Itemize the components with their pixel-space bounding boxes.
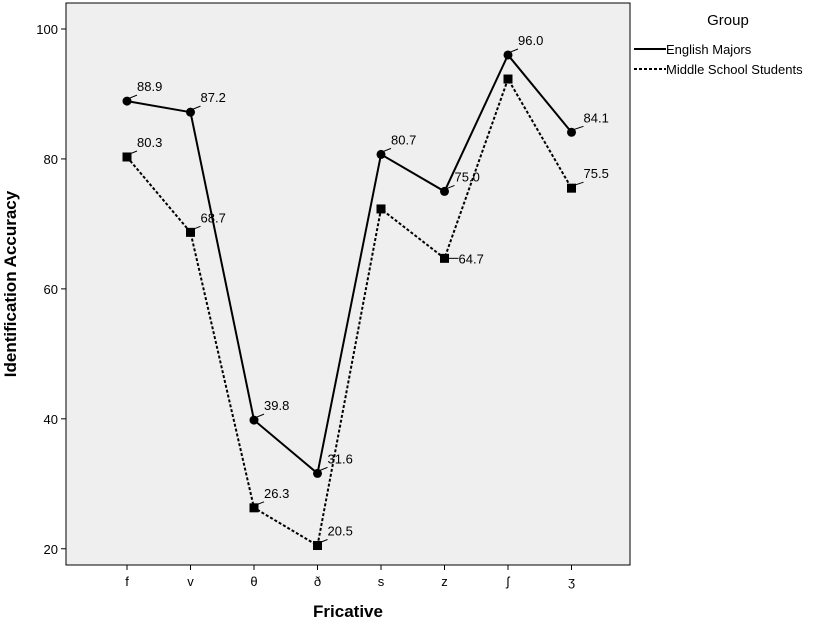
y-tick-label: 100 (36, 22, 58, 37)
data-label: 87.2 (201, 90, 226, 105)
data-point (122, 152, 132, 162)
data-label: 96.0 (518, 33, 543, 48)
legend-title: Group (707, 12, 749, 29)
data-point (567, 183, 576, 193)
x-tick-label: ʃ (506, 574, 511, 589)
data-label: 84.1 (584, 110, 609, 125)
y-tick-label: 40 (44, 412, 58, 427)
label-leader (571, 181, 584, 187)
legend: Group English Majors Middle School Stude… (634, 12, 803, 77)
label-leader (380, 147, 392, 153)
data-label: 80.3 (137, 135, 162, 150)
label-leader (126, 94, 138, 100)
series-line-middle-school-students (126, 76, 573, 548)
label-leader (571, 125, 584, 131)
x-tick-label: ʒ (568, 574, 575, 589)
label-leader (444, 184, 455, 190)
label-leader (253, 501, 265, 507)
data-point (503, 74, 513, 84)
x-tick-label: θ (250, 574, 257, 589)
y-tick-label: 80 (44, 152, 58, 167)
y-axis: 20 40 60 80 100 (36, 22, 66, 557)
x-tick-label: s (378, 574, 385, 589)
data-point (186, 227, 195, 237)
data-point (122, 96, 132, 106)
data-label: 75.5 (584, 166, 609, 181)
x-tick-label: ð (314, 574, 321, 589)
label-leader (253, 413, 265, 419)
plot-area (65, 2, 631, 566)
x-axis-title: Fricative (313, 602, 383, 619)
legend-label-middle-school-students: Middle School Students (666, 62, 803, 77)
data-labels: 88.9 87.2 39.8 31.6 80.7 75.0 96.0 84.1 80.3 68.7… (126, 33, 609, 544)
data-point (440, 253, 449, 263)
legend-label-english-majors: English Majors (666, 42, 752, 57)
label-leader (190, 225, 201, 231)
data-label: 31.6 (328, 451, 353, 466)
label-leader (317, 466, 328, 472)
data-point (249, 415, 259, 425)
data-label: 68.7 (201, 210, 226, 225)
data-label: 75.0 (455, 169, 480, 184)
x-tick-label: v (187, 574, 194, 589)
y-tick-label: 60 (44, 282, 58, 297)
data-point (313, 468, 322, 478)
data-label: 88.9 (137, 79, 162, 94)
data-point (440, 186, 449, 196)
data-label: 20.5 (328, 524, 353, 539)
y-axis-title: Identification Accuracy (1, 190, 20, 377)
series-layer (122, 50, 576, 551)
label-leader (190, 105, 201, 111)
series-line-english-majors (126, 53, 573, 476)
data-point (376, 149, 386, 159)
data-point (376, 204, 386, 214)
data-label: 39.8 (264, 398, 289, 413)
data-label: 26.3 (264, 486, 289, 501)
x-tick-label: f (125, 574, 129, 589)
label-leader (317, 539, 328, 544)
data-point (503, 50, 513, 60)
y-tick-label: 20 (44, 542, 58, 557)
data-point (186, 107, 195, 117)
data-point (249, 503, 259, 513)
data-label: 80.7 (391, 132, 416, 147)
data-label: 64.7 (459, 251, 484, 266)
label-leader (126, 150, 138, 156)
x-tick-label: z (441, 574, 448, 589)
data-point (313, 541, 322, 551)
label-leader (507, 48, 519, 54)
